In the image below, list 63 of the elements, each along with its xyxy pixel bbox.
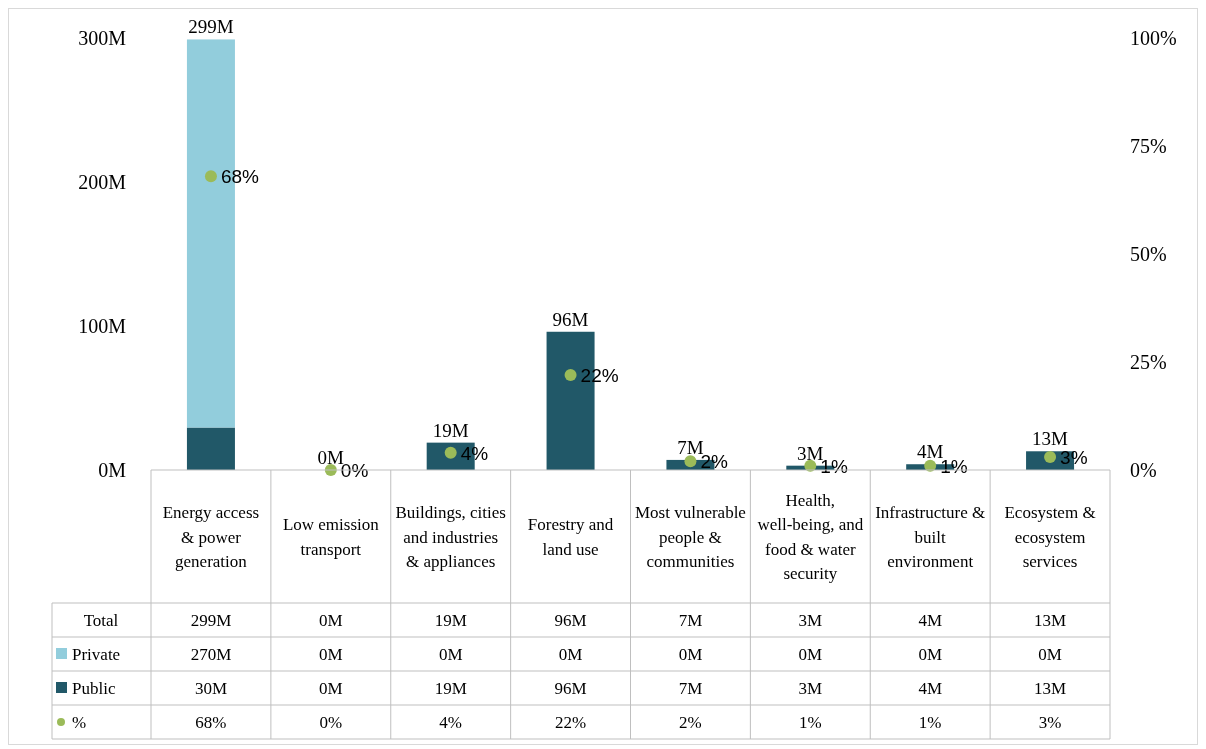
data-label: 2% <box>679 713 702 732</box>
data-label: 0% <box>319 713 343 732</box>
data-label: 0M <box>438 645 463 664</box>
data-label: 13M <box>1034 679 1067 698</box>
text: 19M <box>434 611 467 630</box>
data-label: 3M <box>798 679 823 698</box>
y-tick-label: 0M <box>98 459 127 481</box>
legend-label: Public <box>72 679 116 698</box>
y2-tick-label: 100% <box>1130 27 1177 49</box>
x-tick-label: Low emission transport <box>282 515 380 559</box>
data-label: 19M <box>434 679 467 698</box>
data-label: 3% <box>1038 713 1062 732</box>
y2-tick-label: 25% <box>1130 351 1167 373</box>
data-label: 0M <box>918 645 942 664</box>
x-tick-label: Buildings, cities and industries & appliances <box>395 503 506 571</box>
text: 96M <box>554 611 587 630</box>
total-label: 96M <box>552 308 589 330</box>
y2-tick-label: 0% <box>1130 459 1157 481</box>
y2-tick-label: 75% <box>1130 135 1167 157</box>
y-tick-label: 300M <box>78 27 127 49</box>
y-tick-label: 200M <box>78 171 127 193</box>
data-label: 4% <box>439 713 463 732</box>
total-label: 19M <box>432 419 469 441</box>
data-label: 22% <box>554 713 587 732</box>
data-label: 1% <box>918 713 942 732</box>
total-label: 299M <box>188 16 234 38</box>
x-tick-label: Energy access & power generation <box>162 503 260 571</box>
x-tick-label: Ecosystem & ecosystem services <box>1004 503 1096 571</box>
data-label: 0M <box>319 645 343 664</box>
point <box>684 455 697 468</box>
data-label: 4M <box>918 679 942 698</box>
text: 0M <box>319 611 343 630</box>
bar <box>186 427 235 470</box>
x-tick-label: Health, well-being, and food & water security <box>757 490 864 584</box>
point <box>204 170 217 183</box>
data-label: 7M <box>678 679 703 698</box>
data-label: 0M <box>558 645 583 664</box>
text: 7M <box>678 611 703 630</box>
text: 4M <box>918 611 942 630</box>
x-tick-label: Most vulnerable people & communities <box>634 503 746 571</box>
legend-label: % <box>72 713 87 732</box>
text: 13M <box>1034 611 1067 630</box>
total-label: 13M <box>1032 428 1069 450</box>
data-label: 0M <box>1038 645 1062 664</box>
y2-tick-label: 50% <box>1130 243 1167 265</box>
text: Total <box>83 611 119 630</box>
text: 299M <box>190 611 232 630</box>
x-tick-label: Infrastructure & built environment <box>875 503 986 571</box>
y-tick-label: 100M <box>78 315 127 337</box>
data-label: 0M <box>798 645 823 664</box>
x-tick-label: Forestry and land use <box>527 515 614 559</box>
text: 3% <box>1060 447 1088 469</box>
point <box>564 368 577 381</box>
data-label: 0M <box>678 645 703 664</box>
data-label: 270M <box>190 645 232 664</box>
legend-label: Private <box>72 645 121 664</box>
data-label: 68% <box>195 713 227 732</box>
text: 3M <box>798 611 823 630</box>
data-label: 0M <box>319 679 343 698</box>
text: 68% <box>220 166 259 188</box>
data-label: 96M <box>554 679 587 698</box>
data-label: 30M <box>194 679 227 698</box>
data-label: 1% <box>798 713 822 732</box>
